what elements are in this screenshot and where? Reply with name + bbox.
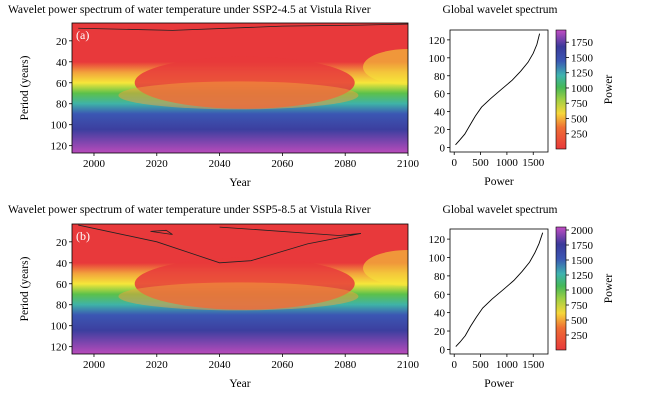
- global-y-tick-label: 80: [434, 71, 446, 83]
- y-tick-label: 40: [56, 258, 68, 270]
- global-y-tick-label: 0: [440, 143, 446, 155]
- y-tick-label: 80: [56, 300, 68, 312]
- colorbar-label: Power: [603, 274, 615, 304]
- x-axis-label: Year: [229, 177, 250, 189]
- y-tick-label: 20: [56, 36, 68, 48]
- panel-label: (a): [76, 28, 89, 42]
- x-tick-label: 2100: [397, 158, 420, 170]
- global-y-tick-label: 100: [429, 53, 446, 65]
- y-axis-label: Period (years): [19, 256, 31, 321]
- x-tick-label: 2000: [83, 359, 106, 371]
- x-tick-label: 2100: [397, 359, 420, 371]
- x-axis-label: Year: [229, 378, 250, 390]
- colorbar-tick-label: 750: [571, 300, 588, 312]
- colorbar-tick-label: 250: [571, 330, 588, 342]
- y-tick-label: 120: [51, 141, 68, 153]
- global-y-tick-label: 20: [434, 326, 446, 338]
- global-x-tick-label: 1500: [522, 359, 545, 371]
- x-tick-label: 2000: [83, 158, 106, 170]
- colorbar-label: Power: [603, 75, 615, 105]
- panel-b: Wavelet power spectrum of water temperat…: [8, 204, 615, 390]
- colorbar: [555, 226, 567, 351]
- x-tick-label: 2060: [271, 158, 294, 170]
- global-title: Global wavelet spectrum: [443, 204, 558, 216]
- global-y-tick-label: 40: [434, 308, 446, 320]
- global-y-tick-label: 0: [440, 344, 446, 356]
- global-x-tick-label: 1500: [522, 157, 545, 169]
- main-title: Wavelet power spectrum of water temperat…: [8, 4, 371, 16]
- colorbar: [555, 29, 567, 150]
- x-tick-label: 2040: [209, 158, 232, 170]
- global-spectrum-line: [455, 33, 541, 146]
- colorbar-tick-label: 500: [571, 113, 588, 125]
- y-tick-label: 40: [56, 57, 68, 69]
- x-tick-label: 2040: [209, 359, 232, 371]
- colorbar-tick-label: 250: [571, 129, 588, 141]
- heatmap: [72, 23, 408, 153]
- colorbar-tick-label: 1000: [571, 285, 594, 297]
- colorbar-tick-label: 1500: [571, 52, 594, 64]
- global-x-axis-label: Power: [484, 378, 514, 390]
- heatmap-frame: [71, 22, 409, 154]
- colorbar-tick-label: 1250: [571, 68, 594, 80]
- heatmap-magenta: [161, 326, 341, 354]
- y-tick-label: 20: [56, 237, 68, 249]
- global-y-tick-label: 100: [429, 252, 446, 264]
- x-tick-label: 2020: [146, 359, 169, 371]
- global-y-tick-label: 120: [429, 35, 446, 47]
- global-y-tick-label: 20: [434, 125, 446, 137]
- global-y-tick-label: 60: [434, 89, 446, 101]
- heatmap-orange-bulge: [118, 282, 359, 311]
- y-tick-label: 120: [51, 342, 68, 354]
- global-frame: [449, 228, 549, 355]
- y-tick-label: 60: [56, 78, 68, 90]
- x-tick-label: 2020: [146, 158, 169, 170]
- global-x-tick-label: 500: [472, 359, 489, 371]
- main-title: Wavelet power spectrum of water temperat…: [8, 204, 371, 216]
- heatmap-yellow-right: [363, 49, 408, 86]
- y-tick-label: 80: [56, 99, 68, 111]
- colorbar-tick-label: 1750: [571, 240, 594, 252]
- colorbar-tick-label: 2000: [571, 225, 594, 237]
- global-x-tick-label: 1000: [496, 359, 519, 371]
- heatmap-yellow-right: [363, 250, 408, 287]
- y-tick-label: 100: [51, 321, 68, 333]
- global-title: Global wavelet spectrum: [443, 4, 558, 16]
- global-y-tick-label: 60: [434, 289, 446, 301]
- global-frame: [449, 29, 549, 153]
- significance-contour: [78, 23, 408, 31]
- global-x-tick-label: 1000: [496, 157, 519, 169]
- global-x-tick-label: 0: [451, 157, 457, 169]
- colorbar-tick-label: 500: [571, 315, 588, 327]
- heatmap-frame: [71, 223, 409, 355]
- colorbar-tick-label: 1750: [571, 37, 594, 49]
- colorbar-tick-label: 1250: [571, 270, 594, 282]
- colorbar-tick-label: 750: [571, 98, 588, 110]
- panel-a: Wavelet power spectrum of water temperat…: [8, 4, 615, 189]
- global-spectrum-line: [455, 232, 544, 347]
- heatmap: [72, 224, 408, 354]
- heatmap-orange-bulge: [118, 81, 359, 110]
- significance-contour: [78, 224, 361, 264]
- y-tick-label: 60: [56, 279, 68, 291]
- global-y-tick-label: 120: [429, 234, 446, 246]
- y-axis-label: Period (years): [19, 55, 31, 120]
- heatmap-magenta: [161, 125, 341, 153]
- panel-label: (b): [76, 229, 90, 243]
- y-tick-label: 100: [51, 120, 68, 132]
- global-x-tick-label: 0: [451, 359, 457, 371]
- x-tick-label: 2060: [271, 359, 294, 371]
- x-tick-label: 2080: [334, 359, 357, 371]
- global-x-axis-label: Power: [484, 176, 514, 188]
- global-x-tick-label: 500: [472, 157, 489, 169]
- global-y-tick-label: 80: [434, 271, 446, 283]
- global-y-tick-label: 40: [434, 107, 446, 119]
- colorbar-tick-label: 1000: [571, 83, 594, 95]
- colorbar-tick-label: 1500: [571, 255, 594, 267]
- x-tick-label: 2080: [334, 158, 357, 170]
